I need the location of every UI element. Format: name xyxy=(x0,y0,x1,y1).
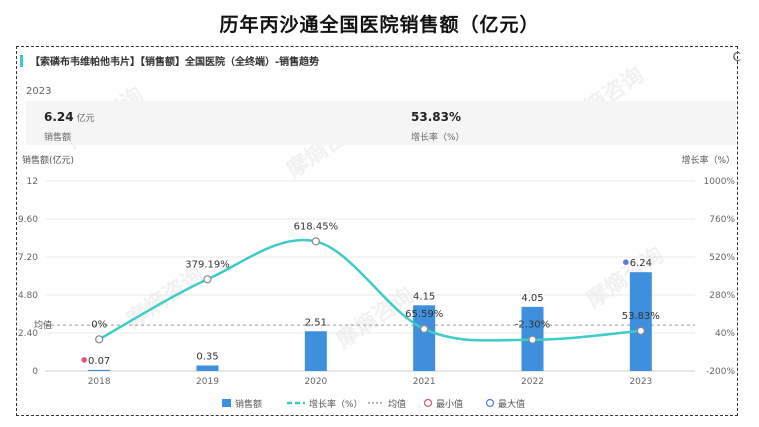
kpi-sales: 6.24 亿元 销售额 xyxy=(44,106,95,143)
x-tick-label: 2020 xyxy=(304,377,327,387)
kpi-sales-value: 6.24 xyxy=(44,110,74,124)
legend-label: 销售额 xyxy=(235,398,262,410)
bar-2021 xyxy=(413,305,436,371)
y-right-tick-label: 1000% xyxy=(704,177,736,187)
summary-strip: 6.24 亿元 销售额 53.83% 增长率（%） xyxy=(26,101,736,145)
kpi-growth-label: 增长率（%） xyxy=(411,133,465,143)
growth-point-2019 xyxy=(203,275,212,284)
growth-value-label: 379.19% xyxy=(185,259,230,270)
growth-point-2018 xyxy=(95,335,104,344)
y-right-tick-label: 760% xyxy=(709,215,735,225)
average-label: 均值 xyxy=(34,319,52,331)
bar-2018 xyxy=(88,369,111,371)
y-left-tick-label: 4.80 xyxy=(18,291,38,301)
y-left-axis-title: 销售额(亿元) xyxy=(22,154,74,166)
growth-point-2020 xyxy=(311,237,320,246)
bar-value-label: 4.05 xyxy=(521,293,543,304)
legend-swatch-sales xyxy=(222,399,231,407)
legend-swatch-min xyxy=(423,398,433,408)
y-right-axis-title: 增长率（%） xyxy=(681,154,735,166)
x-tick-label: 2018 xyxy=(88,377,111,387)
y-left-tick-label: 2.40 xyxy=(18,329,38,339)
header-accent-bar xyxy=(20,55,23,67)
y-right-tick-label: 40% xyxy=(715,329,735,339)
corner-glyph: C xyxy=(732,50,741,64)
growth-value-label: 0% xyxy=(91,319,107,330)
legend-label: 均值 xyxy=(388,398,406,410)
y-right-tick-label: 520% xyxy=(709,253,735,263)
y-left-tick-label: 7.20 xyxy=(18,253,38,263)
bar-value-label: 2.51 xyxy=(305,317,327,328)
bar-2020 xyxy=(304,331,327,371)
kpi-sales-label: 销售额 xyxy=(44,133,72,143)
x-tick-label: 2021 xyxy=(413,377,436,387)
y-right-tick-label: -200% xyxy=(706,367,735,377)
growth-point-2022 xyxy=(528,335,537,344)
legend-label: 最大值 xyxy=(498,398,525,410)
bar-value-label: 0.07 xyxy=(88,356,110,367)
bar-value-label: 6.24 xyxy=(630,258,652,269)
growth-line xyxy=(98,238,641,342)
year-label: 2023 xyxy=(26,86,52,97)
y-left-tick-label: 9.60 xyxy=(18,215,38,225)
growth-point-2021 xyxy=(420,324,429,334)
x-tick-label: 2019 xyxy=(196,377,219,387)
legend-label: 增长率（%） xyxy=(309,398,363,410)
bar-value-label: 0.35 xyxy=(196,351,218,362)
kpi-growth: 53.83% 增长率（%） xyxy=(411,106,465,143)
chart-frame xyxy=(16,46,738,416)
min-marker xyxy=(81,357,87,363)
max-marker xyxy=(623,259,629,266)
panel-header: 【索磷布韦维帕他韦片】【销售额】全国医院（全终端）-销售趋势 xyxy=(30,57,320,68)
y-left-tick-label: 0 xyxy=(32,367,38,377)
growth-value-label: 65.59% xyxy=(405,309,443,320)
x-tick-label: 2023 xyxy=(629,377,652,387)
page-title: 历年丙沙通全国医院销售额（亿元） xyxy=(219,14,540,36)
y-left-tick-label: 12 xyxy=(27,177,38,187)
kpi-growth-value: 53.83% xyxy=(411,110,461,124)
bar-2023 xyxy=(629,272,652,371)
y-right-tick-label: 280% xyxy=(709,291,735,301)
growth-value-label: -2.30% xyxy=(515,320,550,331)
bar-value-label: 4.15 xyxy=(413,291,435,302)
legend-label: 最小值 xyxy=(436,398,463,410)
legend-swatch-max xyxy=(485,398,495,408)
kpi-sales-unit: 亿元 xyxy=(76,114,95,124)
growth-point-2023 xyxy=(636,326,645,335)
growth-value-label: 53.83% xyxy=(622,311,660,322)
growth-value-label: 618.45% xyxy=(294,221,339,232)
x-tick-label: 2022 xyxy=(521,377,544,387)
bar-2019 xyxy=(196,365,219,371)
